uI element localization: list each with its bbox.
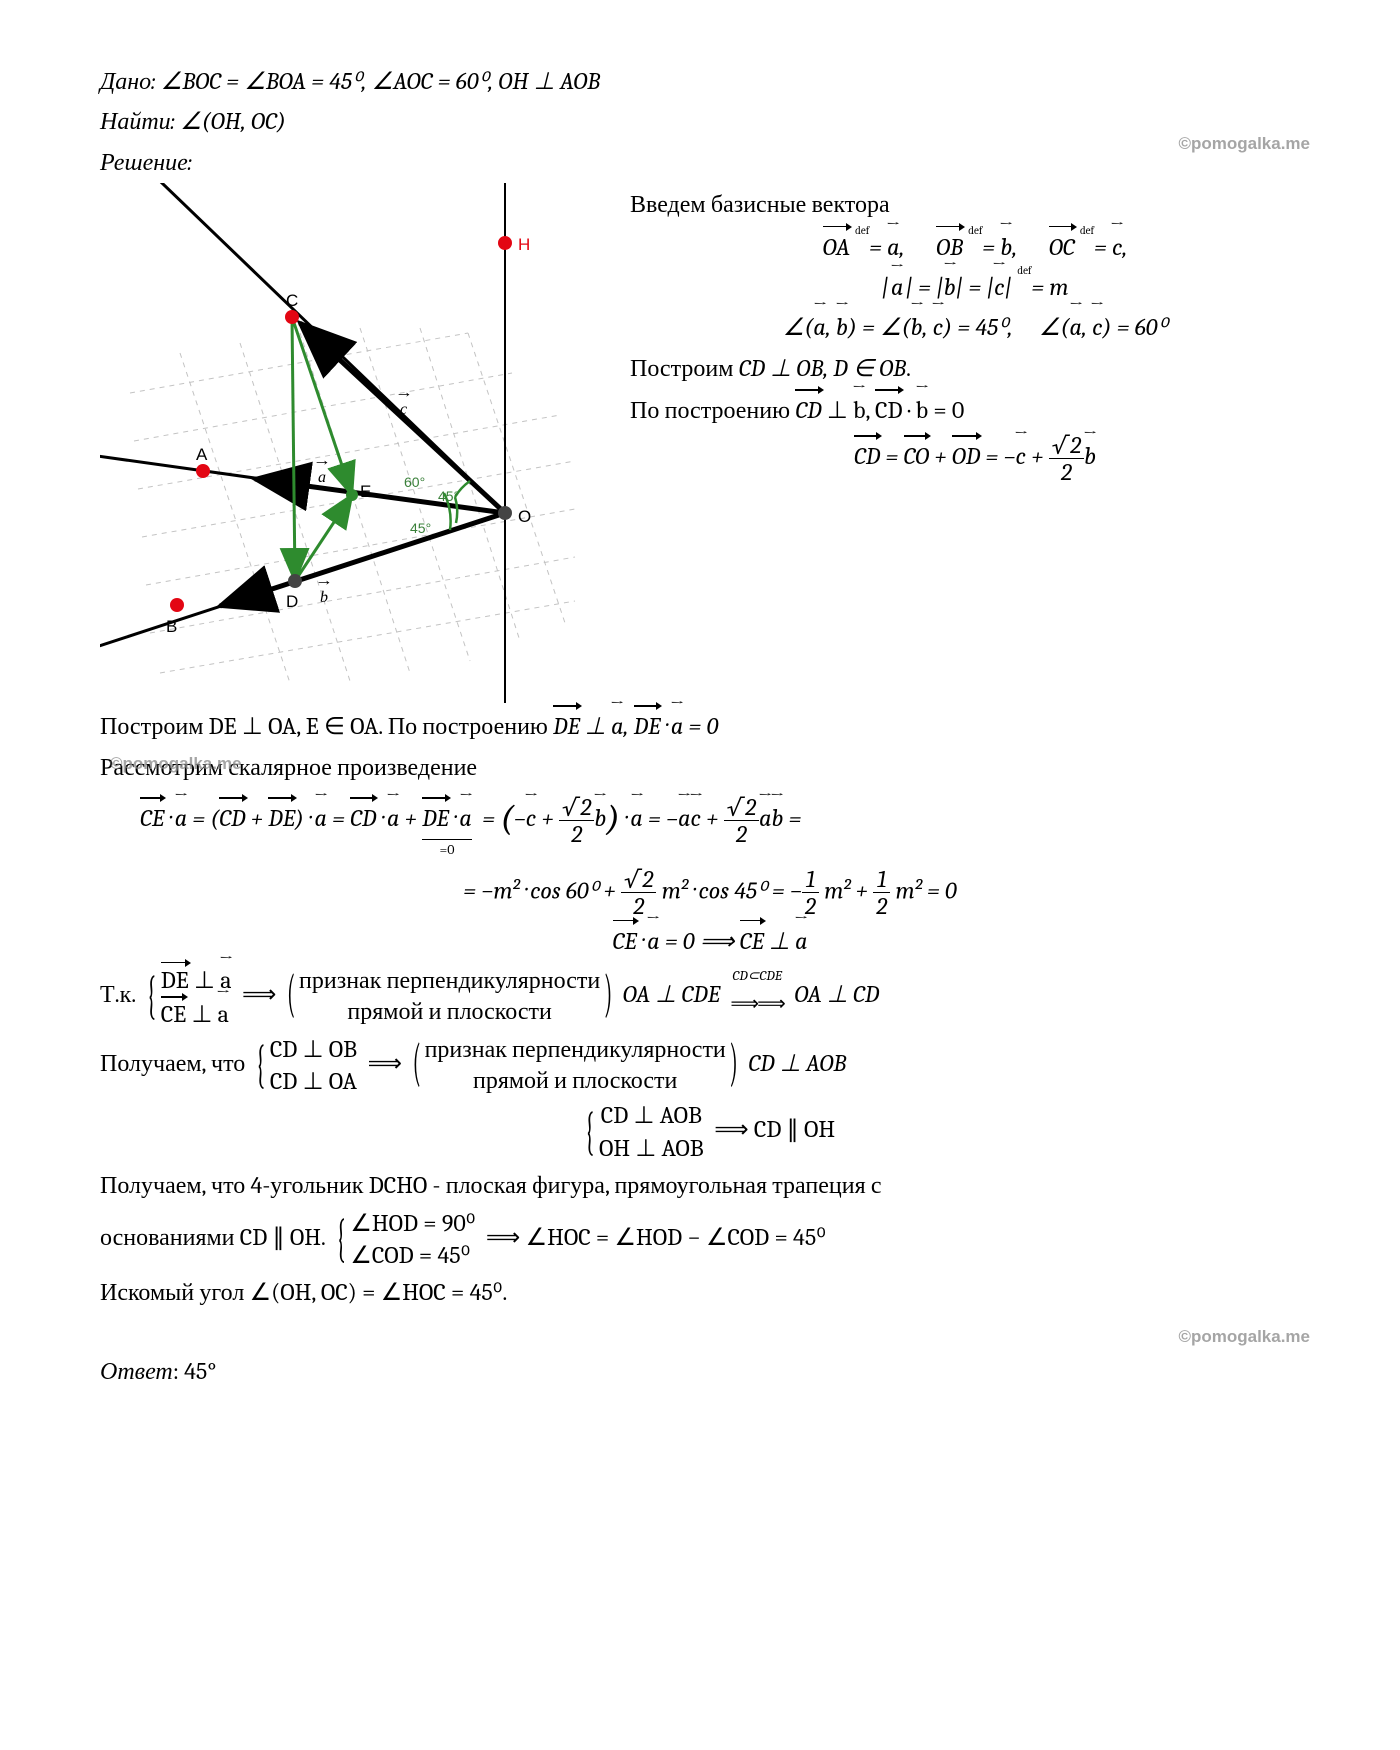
find-expr: : ∠(OH, OC) <box>171 107 286 135</box>
eq-numeric: = −m² · cos 60⁰ + √22 m² · cos 45⁰ = −12… <box>100 866 1320 920</box>
build-cd: Построим CD ⊥ OB, D ∈ OB. <box>630 349 1320 387</box>
mag-eq: |a| = |b| = |c| def= m <box>630 266 1320 306</box>
label-A: A <box>196 441 207 468</box>
angles-eq: ∠(a, b) = ∠(b, c) = 45⁰, ∠(a, c) = 60⁰ <box>630 306 1320 346</box>
find-line: Найти: ∠(OH, OC) <box>100 102 1320 140</box>
iskom-line: Искомый угол ∠(OH, OC) = ∠HOC = 45⁰. <box>100 1273 1320 1311</box>
answer-label: Ответ <box>100 1357 173 1385</box>
eq-ce-a: CE · a = (CD + DE) · a = CD · a + DE · a… <box>140 794 1320 848</box>
label-H: H <box>518 231 530 258</box>
angle-60: 60° <box>404 471 425 493</box>
find-label: Найти <box>100 107 171 135</box>
cd-oh-parallel: CD ⊥ AOB OH ⊥ AOB ⟹ CD ∥ OH <box>100 1099 1320 1164</box>
vec-c: c <box>400 395 407 423</box>
intro-vectors: Введем базисные вектора <box>630 185 1320 223</box>
vec-b: b <box>320 583 328 611</box>
given-label: Дано <box>100 67 151 95</box>
diagram: H C A E O D B 60° 45° 45° a b c <box>100 183 600 703</box>
label-D: D <box>286 588 298 615</box>
angle-45b: 45° <box>410 517 431 539</box>
label-O: O <box>518 503 531 530</box>
label-C: C <box>286 287 298 314</box>
right-text: Введем базисные вектора OA def= a, OB de… <box>630 183 1320 485</box>
eq-ce-perp: CE · a = 0 ⟹ CE ⊥ a <box>100 920 1320 960</box>
tk-line: Т.к. DE ⊥ a CE ⊥ a ⟹ признак перпендикул… <box>100 962 1320 1031</box>
watermark-top: ©pomogalka.me <box>1178 130 1310 157</box>
label-B: B <box>166 613 177 640</box>
watermark-mid: ©pomogalka.me <box>110 750 242 777</box>
given-expr: : ∠BOC = ∠BOA = 45⁰, ∠AOC = 60⁰, OH ⊥ AO… <box>151 67 600 95</box>
basis-defs: OA def= a, OB def= b, OC def= c, <box>630 226 1320 266</box>
osnov-line: основаниями CD ∥ OH. ∠HOD = 90⁰ ∠COD = 4… <box>100 1207 1320 1272</box>
watermark-bottom: ©pomogalka.me <box>1178 1323 1310 1350</box>
diagram-row: H C A E O D B 60° 45° 45° a b c Введем б… <box>100 183 1320 703</box>
vec-a: a <box>318 463 326 491</box>
consider-dot: Рассмотрим скалярное произведение <box>100 748 1320 786</box>
solution-label: Решение: <box>100 143 1320 181</box>
cd-perp-b: По построению CD ⊥ b, CD · b = 0 <box>630 389 1320 429</box>
cd-eq: CD = CO + OD = −c + √22b <box>630 432 1320 486</box>
given-line: Дано: ∠BOC = ∠BOA = 45⁰, ∠AOC = 60⁰, OH … <box>100 62 1320 100</box>
angle-45a: 45° <box>438 485 459 507</box>
label-E: E <box>360 478 371 505</box>
poluchaem-line: Получаем, что CD ⊥ OB CD ⊥ OA ⟹ признак … <box>100 1033 1320 1098</box>
trap-line: Получаем, что 4-угольник DCHO - плоская … <box>100 1166 1320 1204</box>
build-de: Построим DE ⊥ OA, E ∈ OA. По построению … <box>100 705 1320 745</box>
answer-value: : 45° <box>173 1357 217 1385</box>
answer-line: Ответ: 45° <box>100 1352 1320 1390</box>
